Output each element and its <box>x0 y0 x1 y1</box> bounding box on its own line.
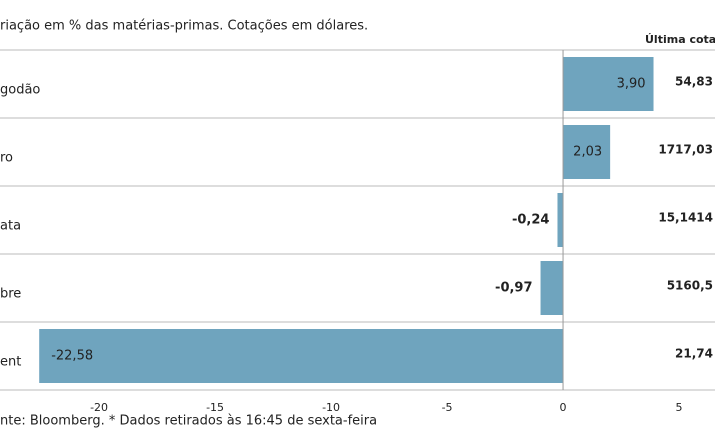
x-tick-label: -10 <box>322 401 340 414</box>
last-price: 15,1414 <box>658 211 713 225</box>
last-price: 54,83 <box>675 75 713 89</box>
category-label: ata <box>0 219 21 234</box>
x-tick-label: 0 <box>560 401 567 414</box>
category-label: bre <box>0 287 21 302</box>
last-price: 21,74 <box>675 347 713 361</box>
bar <box>563 57 654 111</box>
footer: nte: Bloomberg. * Dados retirados às 16:… <box>0 414 377 429</box>
x-tick-label: -20 <box>90 401 108 414</box>
bar <box>563 125 611 179</box>
last-price: 1717,03 <box>658 143 713 157</box>
x-tick-label: 5 <box>676 401 683 414</box>
bar <box>39 329 564 383</box>
category-label: ro <box>0 151 13 166</box>
bar <box>557 193 564 247</box>
category-label: ent <box>0 355 21 370</box>
x-tick-label: -5 <box>442 401 453 414</box>
chart-title: riação em % das matérias-primas. Cotaçõe… <box>0 19 368 34</box>
value-label: 3,90 <box>617 77 646 92</box>
value-label: -22,58 <box>51 349 93 364</box>
column-header: Última cotaç <box>645 33 715 46</box>
value-label: -0,97 <box>495 281 532 296</box>
value-label: 2,03 <box>573 145 602 160</box>
category-label: godão <box>0 83 40 98</box>
last-price: 5160,5 <box>667 279 713 293</box>
x-tick-label: -15 <box>206 401 224 414</box>
bar <box>540 261 564 315</box>
value-label: -0,24 <box>512 213 549 228</box>
